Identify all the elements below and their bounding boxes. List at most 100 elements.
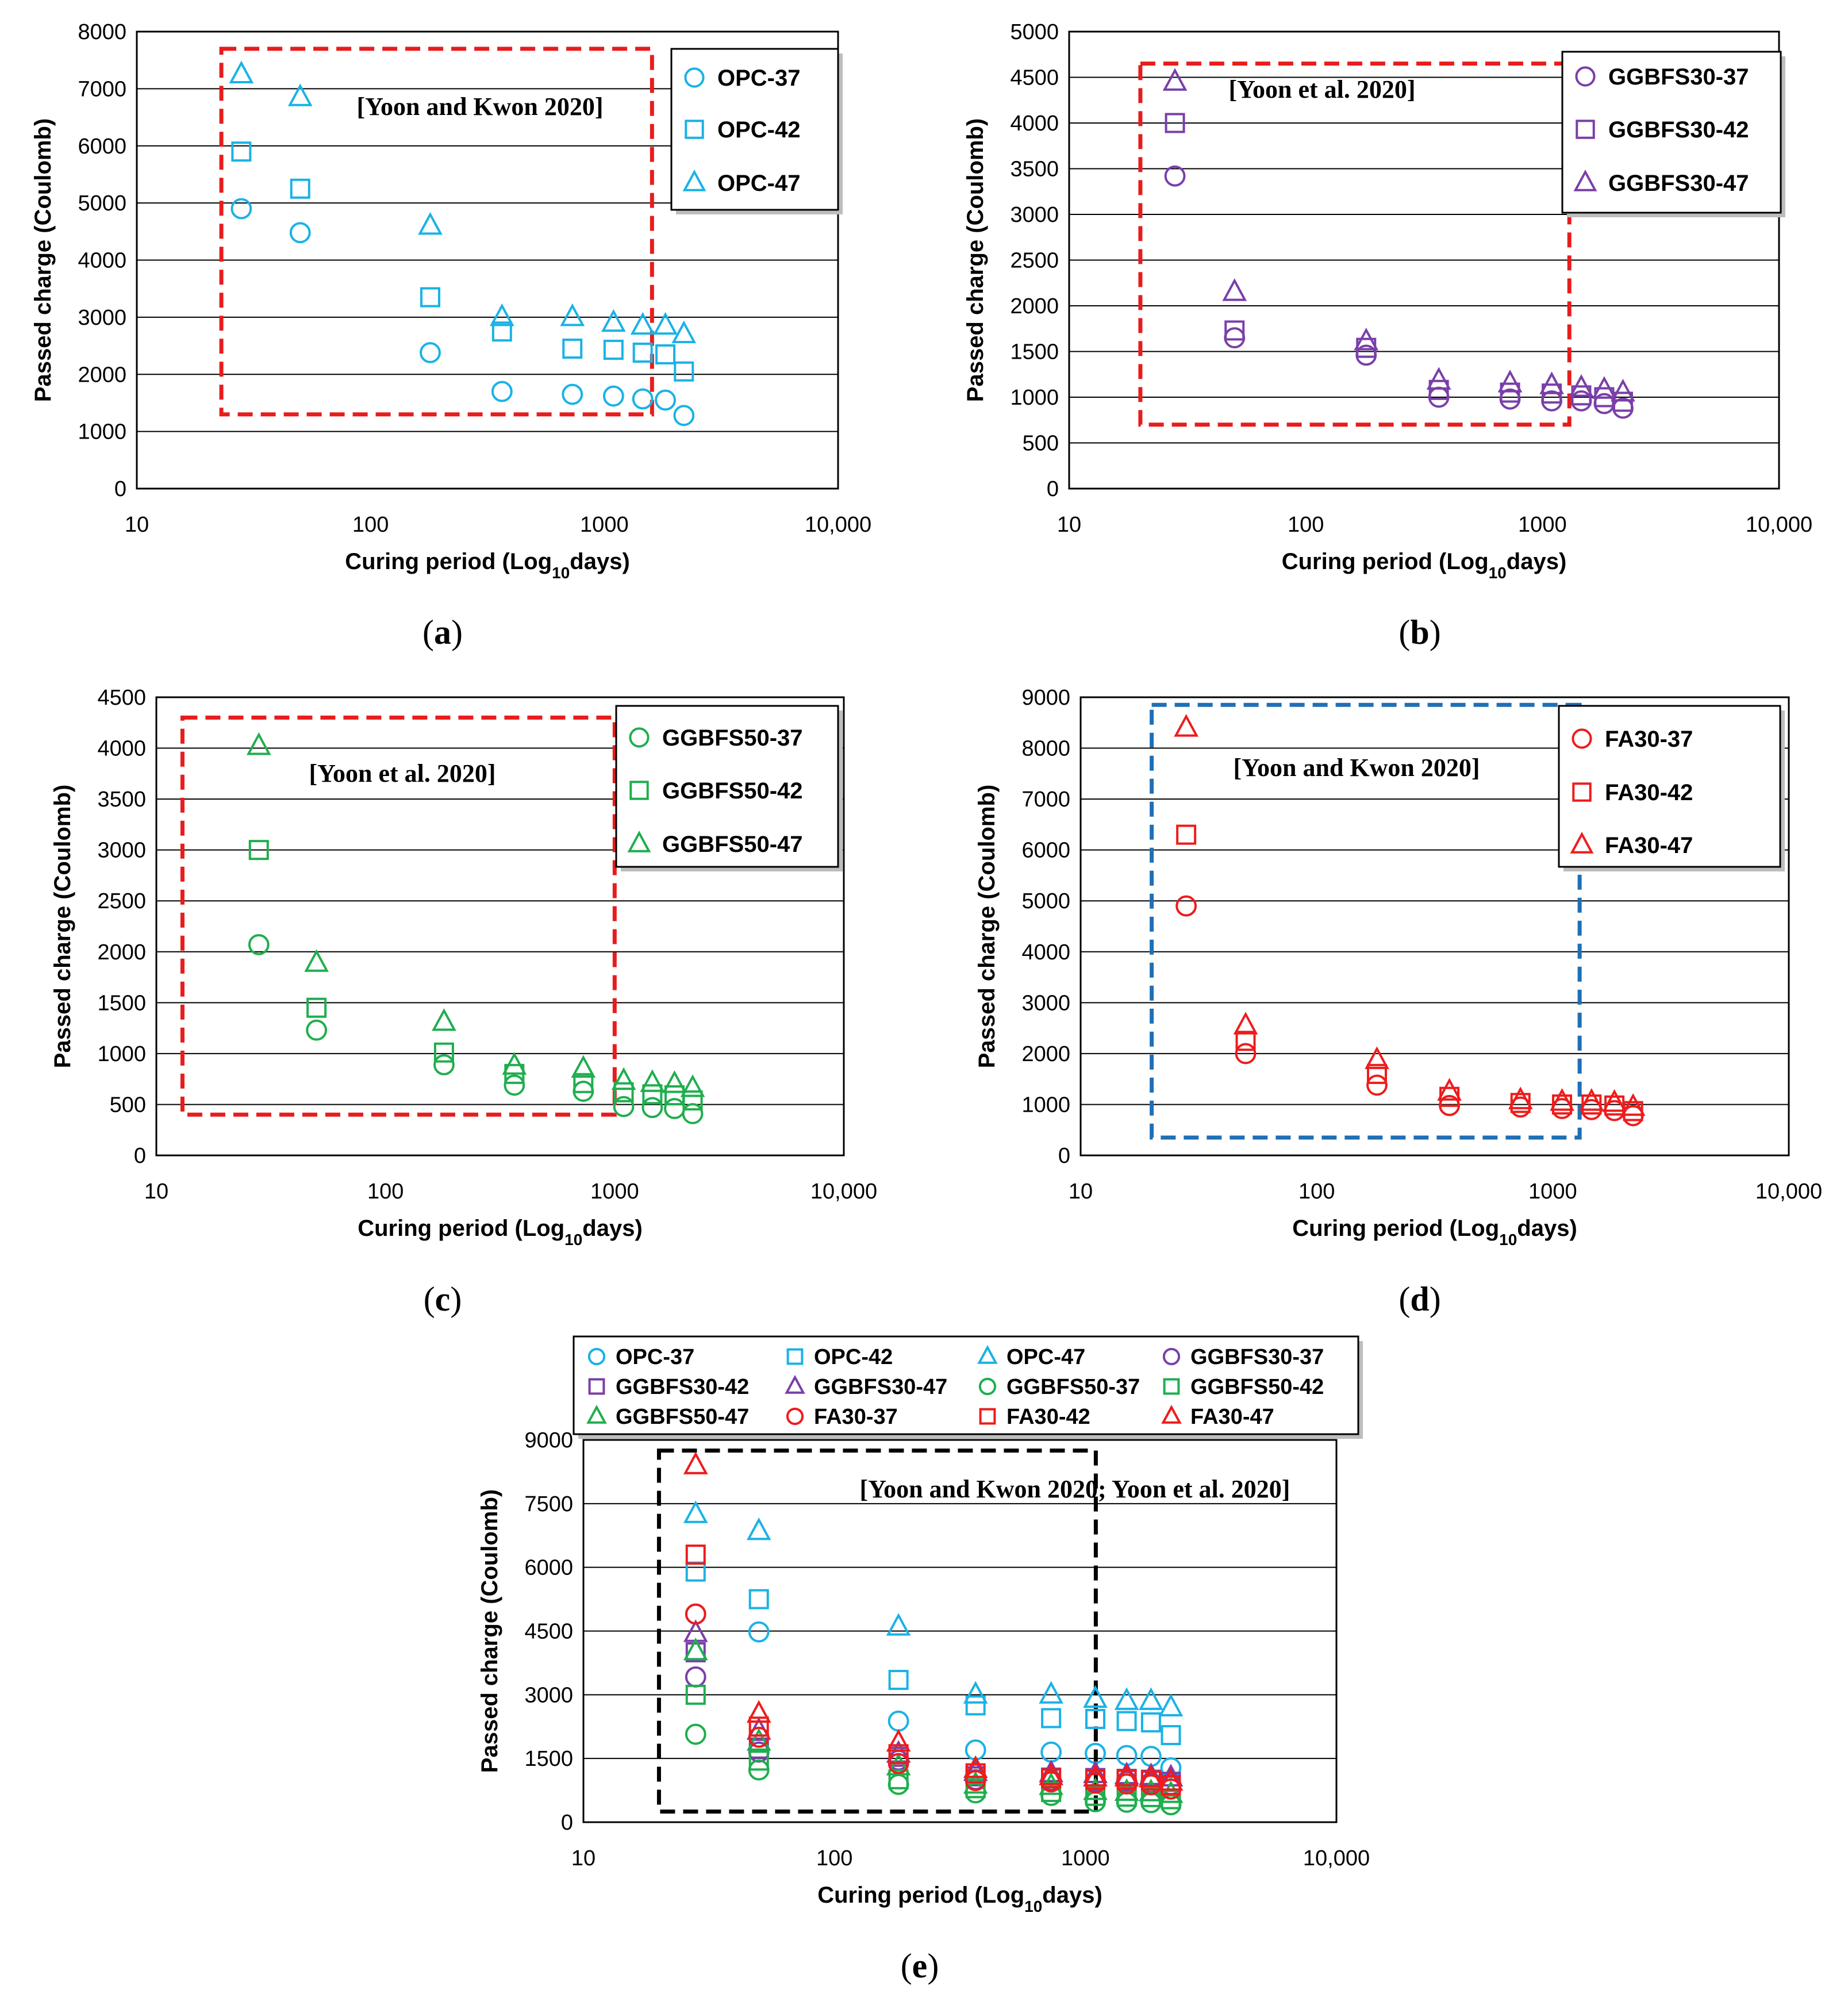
data-point xyxy=(562,383,583,405)
legend-box xyxy=(1561,51,1782,214)
data-point xyxy=(1114,1764,1139,1787)
data-point xyxy=(231,141,252,162)
data-point xyxy=(1222,278,1247,301)
annotation-text: [Yoon and Kwon 2020; Yoon et al. 2020] xyxy=(860,1475,1290,1503)
x-tick-label: 10,000 xyxy=(1303,1846,1370,1870)
legend-label: GGBFS30-37 xyxy=(1608,64,1749,90)
series-FA30-42 xyxy=(685,1545,1181,1796)
data-point xyxy=(1140,1712,1161,1733)
data-point xyxy=(1158,1768,1184,1791)
data-point xyxy=(1612,391,1633,412)
x-tick-label: 100 xyxy=(1298,1180,1335,1204)
x-axis-label: Curing period (Log10days) xyxy=(1292,1216,1577,1249)
series-OPC-37 xyxy=(230,198,695,427)
data-point xyxy=(888,1744,909,1765)
data-point xyxy=(1539,371,1564,394)
data-point xyxy=(662,1070,687,1093)
data-point xyxy=(1114,1687,1139,1710)
legend-marker xyxy=(1572,728,1592,749)
data-point xyxy=(886,1728,911,1752)
y-tick-label: 4000 xyxy=(78,249,126,273)
data-point xyxy=(489,303,514,326)
legend-marker xyxy=(978,1377,997,1396)
y-tick-label: 6000 xyxy=(524,1556,573,1580)
y-tick-label: 4500 xyxy=(1010,66,1059,90)
legend-box xyxy=(1558,705,1781,868)
data-point xyxy=(611,1067,636,1090)
legend-marker xyxy=(977,1345,998,1364)
legend-marker xyxy=(588,1378,605,1395)
y-axis-label: Passed charge (Coulomb) xyxy=(30,118,56,402)
y-tick-label: 3000 xyxy=(1010,203,1059,227)
panel-caption: (e) xyxy=(901,1947,939,1985)
y-tick-label: 5000 xyxy=(1010,20,1059,44)
data-point xyxy=(1428,379,1449,400)
data-point xyxy=(1039,1681,1064,1704)
x-tick-label: 10 xyxy=(125,513,149,537)
data-point xyxy=(965,1695,986,1716)
x-tick-label: 1000 xyxy=(580,513,629,537)
legend-label: GGBFS30-42 xyxy=(1608,117,1749,143)
data-point xyxy=(685,1603,706,1625)
y-tick-label: 6000 xyxy=(1021,839,1070,863)
data-point xyxy=(888,1669,909,1690)
data-point xyxy=(248,840,269,861)
y-tick-label: 6000 xyxy=(78,135,126,159)
data-point xyxy=(613,1082,634,1103)
y-tick-label: 2000 xyxy=(1010,294,1059,318)
series-FA30-47 xyxy=(683,1451,1184,1791)
y-axis-label: Passed charge (Coulomb) xyxy=(974,785,1000,1068)
legend-marker xyxy=(786,1407,804,1426)
highlight-box xyxy=(1150,702,1582,1140)
y-tick-label: 4500 xyxy=(524,1620,573,1644)
highlight-box xyxy=(180,715,617,1117)
data-point xyxy=(1116,1711,1137,1731)
data-point xyxy=(963,1755,988,1778)
y-tick-label: 4000 xyxy=(1010,112,1059,136)
data-point xyxy=(653,312,678,335)
data-point xyxy=(290,178,310,199)
y-tick-label: 4000 xyxy=(1021,940,1070,965)
data-point xyxy=(573,1073,594,1093)
highlight-box xyxy=(656,1448,1098,1814)
legend-label: FA30-47 xyxy=(1605,833,1693,858)
series-OPC-47 xyxy=(683,1500,1184,1716)
annotation-text: [Yoon et al. 2020] xyxy=(1228,75,1415,103)
y-tick-label: 7500 xyxy=(524,1492,573,1516)
legend-marker xyxy=(587,1347,606,1366)
data-point xyxy=(420,287,440,308)
data-point xyxy=(246,732,271,755)
legend-label: OPC-47 xyxy=(717,171,801,196)
x-tick-label: 100 xyxy=(367,1180,404,1204)
legend-label: OPC-37 xyxy=(616,1345,694,1369)
y-tick-label: 2500 xyxy=(97,889,146,913)
data-point xyxy=(642,1084,663,1105)
data-point xyxy=(632,342,653,363)
legend-label: GGBFS50-47 xyxy=(662,832,803,857)
panel-caption: (d) xyxy=(1399,1280,1440,1318)
data-point xyxy=(1365,1046,1389,1069)
legend-marker xyxy=(629,727,650,748)
data-point xyxy=(664,1098,685,1119)
data-point xyxy=(1162,68,1188,91)
data-point xyxy=(1366,1074,1388,1096)
y-tick-label: 0 xyxy=(1058,1144,1070,1168)
data-point xyxy=(1085,1769,1106,1790)
legend-label: GGBFS50-37 xyxy=(1006,1375,1140,1399)
x-tick-label: 1000 xyxy=(590,1180,639,1204)
x-tick-label: 10,000 xyxy=(810,1180,877,1204)
data-point xyxy=(1354,327,1379,351)
legend-marker xyxy=(786,1348,804,1365)
y-tick-label: 0 xyxy=(1047,477,1059,501)
data-point xyxy=(1426,367,1451,390)
data-point xyxy=(655,344,676,364)
y-tick-label: 5000 xyxy=(78,191,126,216)
data-point xyxy=(888,1769,909,1789)
data-point xyxy=(502,1052,527,1075)
legend-label: GGBFS30-37 xyxy=(1190,1345,1324,1369)
data-point xyxy=(1039,1759,1064,1783)
legend-marker xyxy=(627,830,651,852)
data-point xyxy=(1165,113,1185,133)
data-point xyxy=(1235,1043,1257,1065)
